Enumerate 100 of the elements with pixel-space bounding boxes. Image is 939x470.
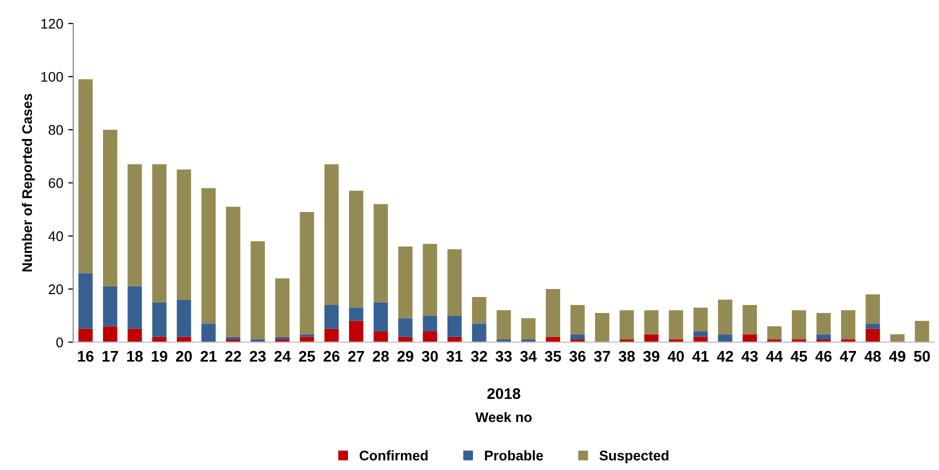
bar [300,212,314,334]
bar [176,300,192,337]
bar [128,286,142,329]
x-tick-label: 46 [815,350,832,362]
x-tick-label: 33 [496,350,512,362]
bar [422,244,438,316]
bar [275,278,290,337]
bar [816,312,831,334]
bar [620,310,634,340]
bar [349,308,364,321]
x-tick-label: 37 [594,350,610,362]
bar [398,318,412,337]
bar [275,336,290,340]
bar [718,300,732,334]
x-tick-label: 20 [176,350,192,362]
x-tick-label: 27 [348,350,364,362]
bar [78,328,93,342]
x-tick-label: 48 [864,350,881,362]
x-tick-label: 18 [127,350,143,362]
x-axis-title: Week no [475,412,532,422]
bar [78,273,93,329]
bar [103,286,118,326]
bar [176,170,192,300]
x-tick-label: 44 [766,351,783,362]
x-tick-label: 25 [298,350,316,362]
bar [914,320,930,342]
bar [226,206,240,337]
legend-label: Suspected [599,450,668,464]
bar [447,249,462,316]
x-tick-label: 21 [200,350,217,362]
bar [250,241,265,340]
x-tick-label: 50 [914,350,930,362]
bar [792,310,806,340]
bar [152,164,166,302]
bar [767,326,782,340]
text: 2018 [487,388,520,400]
bar [103,326,118,342]
y-axis-title: Number of Reported Cases [22,94,35,272]
bar [521,318,536,340]
x-tick-label: 42 [716,350,734,362]
bar [866,294,880,324]
bar [841,310,856,340]
x-tick-label: 29 [397,350,414,362]
bar [300,334,314,337]
bar [324,164,339,305]
bar [103,130,118,286]
x-tick-label: 39 [643,350,660,362]
x-tick-label: 32 [471,350,488,362]
x-tick-label: 17 [102,351,118,362]
bar [644,310,659,334]
x-tick-label: 38 [618,350,635,362]
bar [866,328,880,342]
bar [866,324,880,329]
legend-label: Probable [485,450,544,460]
bar [472,297,486,324]
bar [201,324,216,342]
x-tick-label: 45 [790,351,808,362]
bar [644,334,659,342]
bar [570,304,585,334]
bar [374,204,388,302]
bar [742,334,757,342]
bar [324,328,339,342]
y-tick-label: 120 [41,18,63,29]
bar [668,310,684,340]
x-tick-label: 31 [446,350,463,362]
x-tick-label: 49 [889,350,906,362]
x-tick-label: 47 [840,351,856,362]
bar [422,316,438,332]
x-tick-label: 23 [250,350,266,362]
bar [152,302,166,337]
bar [349,190,364,308]
bar [201,188,216,324]
x-tick-label: 19 [152,350,168,362]
x-tick-label: 22 [225,350,242,362]
x-tick-label: 34 [520,350,537,362]
bar [693,332,708,337]
x-tick-label: 16 [78,350,94,362]
x-tick-label: 26 [324,350,340,362]
bar [128,328,142,342]
bar [447,316,462,337]
bar [349,320,364,342]
bar [398,246,412,318]
y-tick-label: 20 [48,284,63,294]
bar [693,308,708,332]
bar [324,304,339,329]
bar [742,304,757,334]
y-tick-label: 40 [48,231,63,242]
bar [472,324,486,342]
bar [78,79,93,274]
bar [890,334,905,342]
x-tick-label: 41 [692,351,709,362]
bar [718,334,732,342]
x-tick-label: 35 [544,350,562,362]
bar [374,332,388,342]
y-tick-label: 0 [56,337,63,348]
y-tick-label: 60 [48,178,63,188]
bar [546,289,560,337]
x-tick-label: 40 [668,350,684,362]
bar [422,332,438,342]
x-tick-label: 43 [742,350,758,362]
